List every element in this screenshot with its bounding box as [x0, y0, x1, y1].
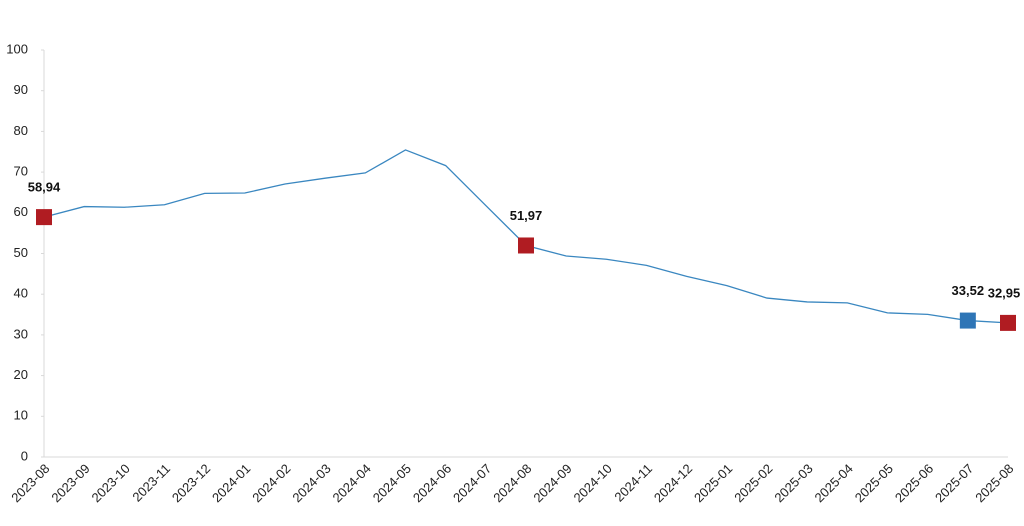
x-tick-label: 2025-05: [852, 461, 896, 505]
x-tick-label: 2025-03: [771, 461, 815, 505]
x-tick-label: 2023-08: [8, 461, 52, 505]
value-label: 51,97: [510, 208, 543, 223]
x-tick-label: 2023-11: [129, 461, 173, 505]
y-tick-label: 70: [14, 164, 28, 179]
x-tick-label: 2024-08: [490, 461, 534, 505]
y-tick-label: 100: [6, 41, 28, 56]
x-tick-label: 2024-06: [410, 461, 454, 505]
x-tick-label: 2024-03: [289, 461, 333, 505]
y-tick-label: 30: [14, 326, 28, 341]
y-tick-label: 50: [14, 245, 28, 260]
y-tick-label: 40: [14, 286, 28, 301]
x-tick-label: 2024-11: [611, 461, 655, 505]
y-tick-label: 60: [14, 204, 28, 219]
y-tick-label: 90: [14, 82, 28, 97]
x-tick-label: 2023-10: [89, 461, 133, 505]
x-tick-label: 2024-01: [209, 461, 253, 505]
line: [43, 149, 1009, 324]
x-tick-label: 2025-06: [892, 461, 936, 505]
x-tick-label: 2024-05: [370, 461, 414, 505]
x-tick-label: 2025-01: [691, 461, 735, 505]
x-tick-label: 2024-02: [249, 461, 293, 505]
y-tick-label: 80: [14, 123, 28, 138]
x-tick-label: 2023-09: [48, 461, 92, 505]
x-tick-label: 2025-02: [731, 461, 775, 505]
y-tick-label: 0: [21, 448, 28, 463]
x-tick-label: 2025-08: [972, 461, 1016, 505]
x-tick-label: 2024-04: [330, 461, 374, 505]
y-tick-label: 20: [14, 367, 28, 382]
marker: [36, 209, 52, 226]
x-tick-label: 2024-09: [530, 461, 574, 505]
marker: [959, 312, 976, 329]
x-tick-label: 2024-10: [571, 461, 615, 505]
value-label: 58,94: [28, 180, 61, 195]
marker: [1000, 314, 1016, 331]
x-tick-label: 2025-04: [812, 461, 856, 505]
value-label: 32,95: [988, 285, 1021, 300]
marker: [518, 237, 534, 254]
value-label: 33,52: [952, 283, 985, 298]
y-tick-label: 10: [14, 408, 28, 423]
x-tick-label: 2025-07: [932, 461, 976, 505]
x-tick-label: 2023-12: [169, 461, 213, 505]
x-tick-label: 2024-12: [651, 461, 695, 505]
x-tick-label: 2024-07: [450, 461, 494, 505]
